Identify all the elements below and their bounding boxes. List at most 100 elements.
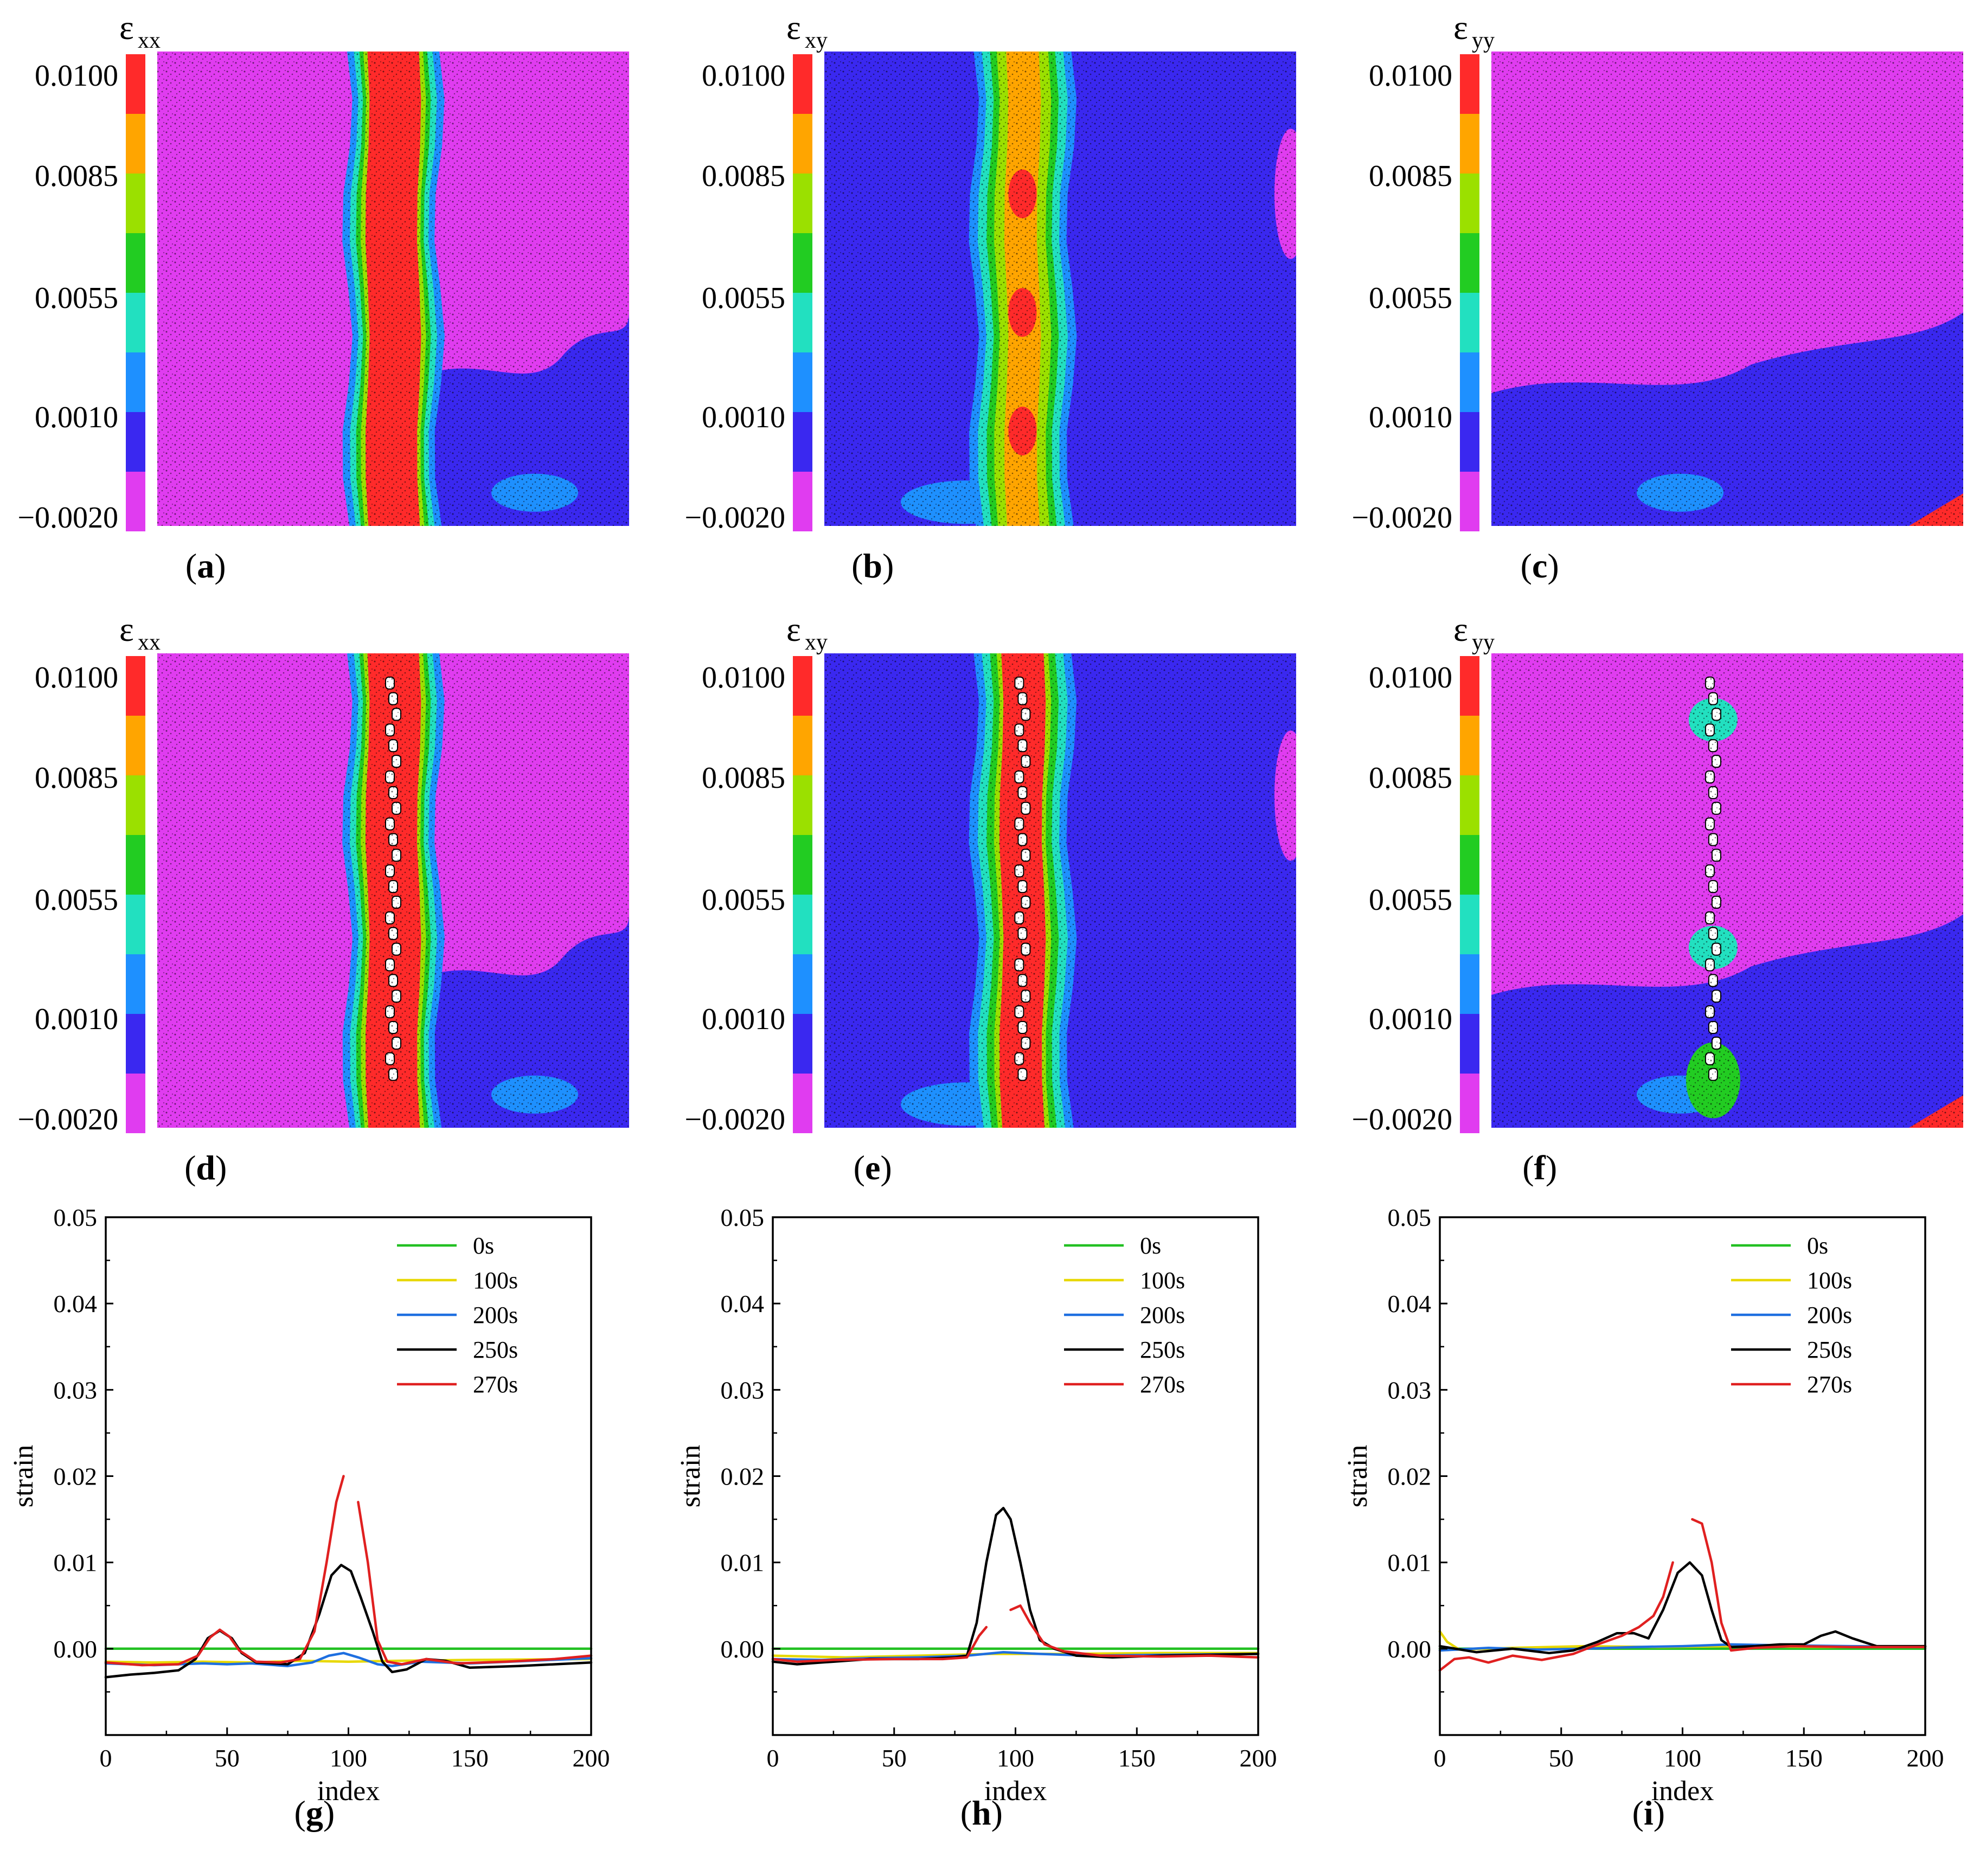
line-plot-h: 0 50 100 150 200 0.00 0.01 0.02 0.03 0.04 0.05 inde… [675,1204,1277,1832]
colorbar-tick-label: 0.0010 [35,401,118,434]
series-line-270s [357,1501,593,1666]
speckle-pattern [1491,653,1963,1128]
colorbar-swatch [126,775,145,835]
series-line-250s [771,1507,1260,1666]
y-tick-label: 0.03 [721,1376,765,1404]
legend-label: 100s [1807,1267,1852,1294]
colorbar-swatch [1460,895,1479,954]
colorbar-swatch [1460,412,1479,472]
strain-field-map [1491,653,1963,1128]
heatmap-panel-e: 0.0100 0.0085 0.0055 0.0010 −0.0020 ε xy (e) [684,610,1296,1187]
colorbar-swatch [793,895,812,954]
colorbar-swatch [1460,656,1479,716]
y-tick-label: 0.02 [54,1463,98,1490]
colorbar-tick-label: 0.0055 [35,281,118,315]
legend-label: 0s [1807,1232,1828,1259]
colorbar-swatch [793,472,812,531]
panel-caption: (g) [294,1794,335,1832]
colorbar: 0.0100 0.0085 0.0055 0.0010 −0.0020 [1351,656,1479,1136]
legend: 0s 100s 200s 250s 270s [1731,1232,1852,1398]
legend-label: 200s [1807,1302,1852,1328]
colorbar-swatch [1460,293,1479,352]
x-tick-label: 200 [1240,1744,1277,1772]
y-tick-label: 0.05 [1388,1204,1432,1231]
colorbar-swatch [1460,716,1479,775]
colorbar-tick-label: 0.0055 [702,883,785,917]
colorbar-swatch [126,835,145,895]
y-axis-label: strain [675,1445,706,1508]
x-tick-label: 0 [100,1744,112,1772]
colorbar-tick-label: −0.0020 [1351,501,1452,535]
legend-label: 100s [473,1267,518,1294]
colorbar-swatch [126,54,145,114]
series-line-270s [771,1626,988,1663]
colorbar-swatch [1460,352,1479,412]
strain-component-subscript: yy [1472,630,1495,655]
speckle-pattern [824,52,1296,526]
colorbar-swatch [126,895,145,954]
colorbar-tick-label: 0.0085 [702,761,785,795]
strain-field-map [824,52,1296,526]
strain-field-map [157,52,629,526]
heatmap-panel-c: 0.0100 0.0085 0.0055 0.0010 −0.0020 ε yy (c) [1351,8,1963,585]
colorbar-tick-label: −0.0020 [684,1103,785,1136]
colorbar-tick-label: −0.0020 [1351,1103,1452,1136]
series-line-270s [1438,1561,1674,1672]
colorbar-swatch [793,352,812,412]
colorbar-swatch [793,954,812,1014]
colorbar: 0.0100 0.0085 0.0055 0.0010 −0.0020 [17,54,145,535]
x-tick-label: 150 [1118,1744,1156,1772]
speckle-pattern [824,653,1296,1128]
colorbar-tick-label: 0.0100 [702,661,785,695]
colorbar-swatch [1460,775,1479,835]
panel-caption: (i) [1632,1794,1665,1832]
colorbar-tick-label: 0.0100 [1369,661,1452,695]
colorbar-tick-label: 0.0010 [35,1003,118,1036]
colorbar-swatch [1460,233,1479,293]
legend-label: 270s [473,1371,518,1398]
y-tick-label: 0.05 [721,1204,765,1231]
colorbar-swatch [793,412,812,472]
colorbar-swatch [126,114,145,174]
colorbar: 0.0100 0.0085 0.0055 0.0010 −0.0020 [1351,54,1479,535]
colorbar-tick-label: 0.0010 [702,1003,785,1036]
panel-caption: (a) [185,547,226,585]
panel-caption: (h) [960,1794,1003,1832]
colorbar-swatch [793,656,812,716]
heatmap-panel-a: 0.0100 0.0085 0.0055 0.0010 −0.0020 ε xx (a) [17,8,629,585]
strain-component-symbol: ε [119,8,134,47]
heatmap-panel-f: 0.0100 0.0085 0.0055 0.0010 −0.0020 ε yy (f) [1351,610,1963,1187]
strain-component-subscript: xy [805,28,828,53]
colorbar-swatch [126,352,145,412]
strain-component-symbol: ε [119,610,134,648]
colorbar-tick-label: −0.0020 [17,1103,118,1136]
colorbar-tick-label: 0.0100 [702,59,785,93]
plot-frame [105,1216,592,1736]
colorbar-tick-label: 0.0085 [702,159,785,193]
colorbar-swatch [793,1074,812,1133]
x-tick-label: 200 [1907,1744,1944,1772]
y-tick-label: 0.01 [721,1549,765,1577]
colorbar-swatch [1460,472,1479,531]
colorbar-swatch [126,1074,145,1133]
series-line-270s [104,1475,345,1667]
x-tick-label: 100 [1664,1744,1701,1772]
x-tick-label: 0 [767,1744,779,1772]
panel-caption: (d) [184,1148,227,1187]
colorbar-swatch [1460,1074,1479,1133]
heatmap-panel-d: 0.0100 0.0085 0.0055 0.0010 −0.0020 ε xx (d) [17,610,629,1187]
x-axis-label: index [1651,1776,1714,1807]
colorbar-tick-label: 0.0010 [1369,1003,1452,1036]
heatmap-panel-b: 0.0100 0.0085 0.0055 0.0010 −0.0020 ε xy (b) [684,8,1296,585]
legend-label: 100s [1140,1267,1185,1294]
panel-caption: (e) [854,1148,892,1187]
colorbar-tick-label: 0.0100 [1369,59,1452,93]
y-tick-label: 0.01 [54,1549,98,1577]
colorbar-swatch [126,656,145,716]
colorbar-swatch [793,775,812,835]
legend: 0s 100s 200s 250s 270s [397,1232,518,1398]
colorbar-tick-label: 0.0100 [35,59,118,93]
y-axis-label: strain [1342,1445,1373,1508]
colorbar-tick-label: 0.0055 [35,883,118,917]
legend-label: 250s [1807,1337,1852,1363]
